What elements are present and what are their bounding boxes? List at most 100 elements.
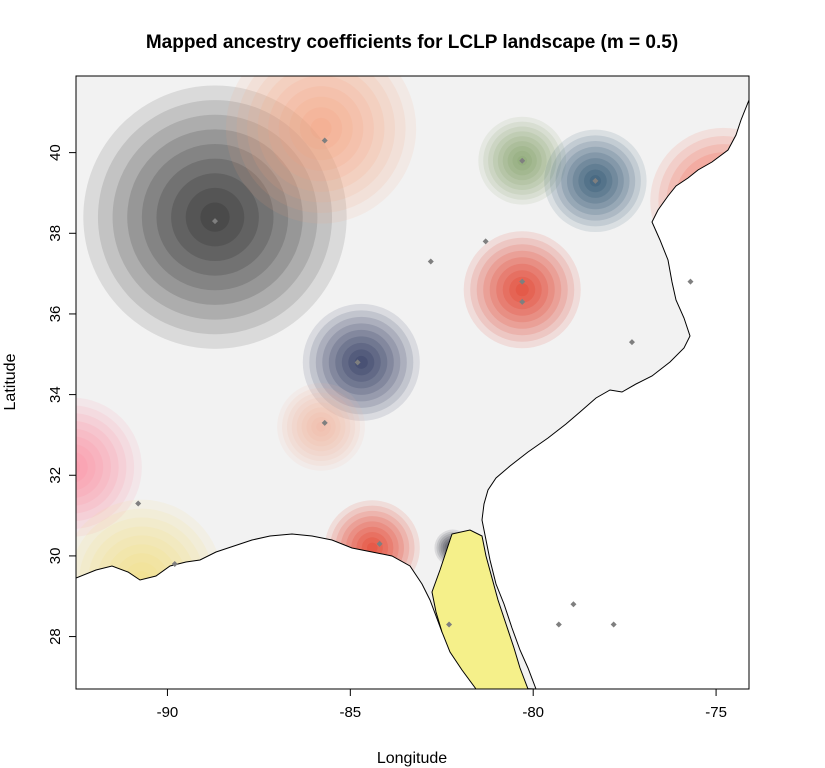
sample-point [592, 177, 599, 184]
cluster-ring [470, 237, 575, 342]
cluster-ring [301, 407, 341, 447]
cluster-ring [296, 402, 346, 452]
ancestry-cluster-2 [225, 76, 417, 224]
x-tick-label: -75 [705, 704, 727, 721]
cluster-ring [335, 336, 388, 389]
cluster-ring [302, 303, 420, 421]
cluster-ring [291, 397, 351, 457]
sample-point [427, 258, 434, 265]
cluster-ring [156, 158, 274, 276]
ancestry-cluster-11 [277, 382, 365, 471]
cluster-ring [310, 117, 332, 139]
sample-point [376, 540, 383, 547]
cluster-ring [286, 392, 356, 461]
cluster-ring [306, 412, 336, 442]
cluster-ring [348, 349, 375, 376]
y-tick-label: 30 [47, 548, 64, 565]
ancestry-cluster-1 [83, 85, 347, 349]
x-axis-label: Longitude [377, 750, 447, 767]
cluster-ring [309, 310, 414, 415]
y-tick-label: 28 [47, 628, 64, 645]
cluster-ring [76, 452, 88, 483]
y-tick-label: 38 [47, 225, 64, 242]
cluster-ring [76, 405, 135, 529]
cluster-ring [76, 444, 96, 491]
cluster-ring [97, 100, 333, 335]
cluster-ring [127, 129, 303, 305]
cluster-ring [76, 428, 111, 506]
y-tick-label: 34 [47, 386, 64, 403]
cluster-ring [502, 270, 542, 310]
cluster-ring [83, 85, 347, 349]
ancestry-cluster-7 [302, 303, 420, 421]
cluster-ring [236, 76, 406, 213]
sample-point [519, 298, 526, 305]
cluster-ring [476, 244, 568, 336]
cluster-ring [328, 329, 394, 395]
ocean-mask [76, 99, 749, 689]
sample-point [570, 601, 577, 608]
sample-point [321, 137, 328, 144]
cluster-ring [315, 316, 407, 408]
cluster-ring [268, 76, 374, 182]
sample-point [610, 621, 617, 628]
cluster-ring [496, 263, 549, 316]
sample-point [211, 218, 218, 225]
x-tick-label: -85 [339, 704, 361, 721]
sample-point [135, 500, 142, 507]
cluster-ring [141, 143, 289, 291]
cluster-ring [76, 460, 81, 474]
x-axis: -90 -85 -80 -75 [157, 689, 727, 721]
atlantic-ocean [481, 99, 749, 689]
sample-point [321, 419, 328, 426]
cluster-ring [366, 542, 378, 554]
cluster-ring [322, 323, 401, 402]
cluster-ring [112, 114, 318, 320]
sample-point [519, 278, 526, 285]
sample-point [519, 157, 526, 164]
cluster-ring [225, 76, 417, 224]
florida-peninsula [431, 529, 529, 689]
cluster-ring [341, 342, 381, 382]
ancestry-cluster-6 [463, 231, 581, 349]
cluster-ring [76, 397, 142, 537]
y-tick-label: 36 [47, 306, 64, 323]
sample-point [354, 359, 361, 366]
cluster-ring [76, 436, 104, 498]
y-axis-label: Latitude [2, 353, 19, 410]
cluster-ring [171, 173, 259, 262]
y-tick-label: 32 [47, 467, 64, 484]
cluster-ring [282, 387, 361, 466]
sample-points [135, 137, 694, 628]
sample-point [446, 621, 453, 628]
sample-point [171, 560, 178, 567]
y-tick-label: 40 [47, 144, 64, 161]
cluster-ring [509, 276, 536, 303]
x-tick-label: -90 [157, 704, 179, 721]
sample-point [628, 339, 635, 346]
sample-point [482, 238, 489, 245]
cluster-ring [76, 413, 127, 522]
chart-title: Mapped ancestry coefficients for LCLP la… [146, 32, 678, 53]
cluster-ring [463, 231, 581, 349]
cluster-ring [289, 96, 353, 161]
cluster-ring [76, 421, 119, 514]
cluster-ring [489, 257, 555, 323]
cluster-ring [354, 355, 368, 369]
plot-frame [75, 75, 750, 690]
sample-point [687, 278, 694, 285]
y-axis: 28 30 32 34 36 38 40 [47, 144, 76, 645]
cluster-ring [247, 76, 396, 203]
cluster-ring [185, 187, 245, 247]
cluster-ring [483, 250, 562, 329]
ancestry-cluster-8 [76, 397, 142, 537]
cluster-ring [200, 202, 230, 232]
cluster-ring [257, 76, 385, 192]
sample-point [555, 621, 562, 628]
cluster-ring [278, 86, 364, 171]
cluster-ring [299, 107, 343, 150]
x-tick-label: -80 [522, 704, 544, 721]
cluster-ring [515, 283, 529, 297]
cluster-ring [277, 382, 365, 471]
